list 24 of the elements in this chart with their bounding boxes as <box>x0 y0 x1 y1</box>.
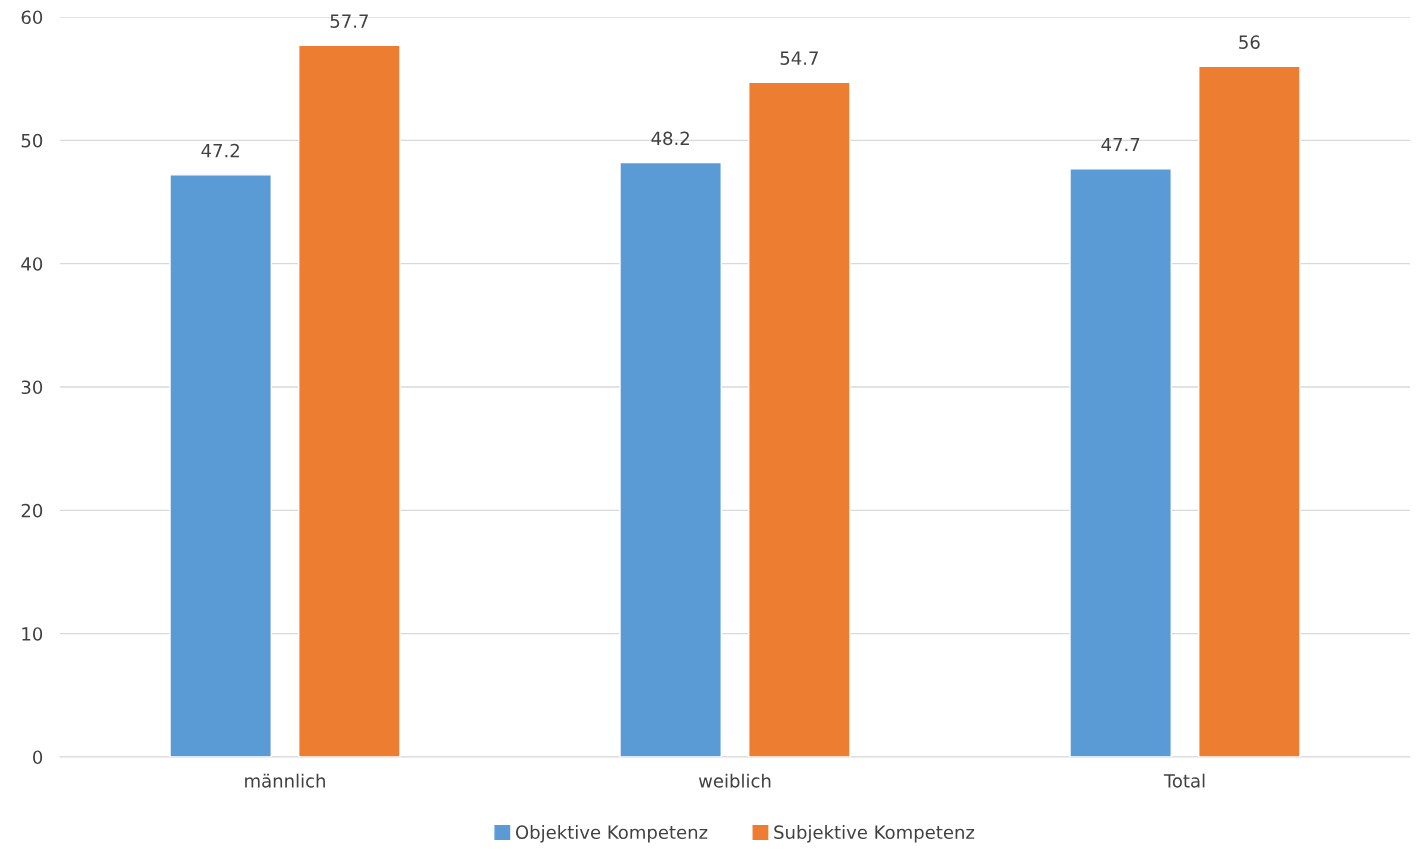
y-tick-label: 30 <box>21 380 43 395</box>
bar <box>1198 65 1301 757</box>
legend-label: Objektive Kompetenz <box>515 825 708 843</box>
bar <box>748 81 851 757</box>
data-label: 48.2 <box>651 131 689 146</box>
legend-label: Subjektive Kompetenz <box>774 825 975 843</box>
data-label: 47.7 <box>1101 137 1140 152</box>
x-tick-label: Total <box>1163 773 1205 788</box>
data-label: 57.7 <box>330 14 368 28</box>
y-tick-label: 0 <box>33 750 43 765</box>
y-tick-label: 40 <box>21 257 43 271</box>
y-tick-label: 50 <box>21 133 43 148</box>
bar <box>619 161 722 757</box>
y-tick-label: 20 <box>21 503 43 518</box>
data-label: 47.2 <box>201 143 239 158</box>
data-label: 56 <box>1239 35 1260 49</box>
bar <box>1069 168 1172 757</box>
y-tick-label: 10 <box>22 627 43 641</box>
bar <box>169 174 272 757</box>
x-tick-label: männlich <box>245 773 325 788</box>
bar <box>298 44 401 757</box>
x-tick-label: weiblich <box>698 773 771 788</box>
data-label: 54.7 <box>780 51 818 65</box>
y-tick-label: 60 <box>21 10 43 25</box>
